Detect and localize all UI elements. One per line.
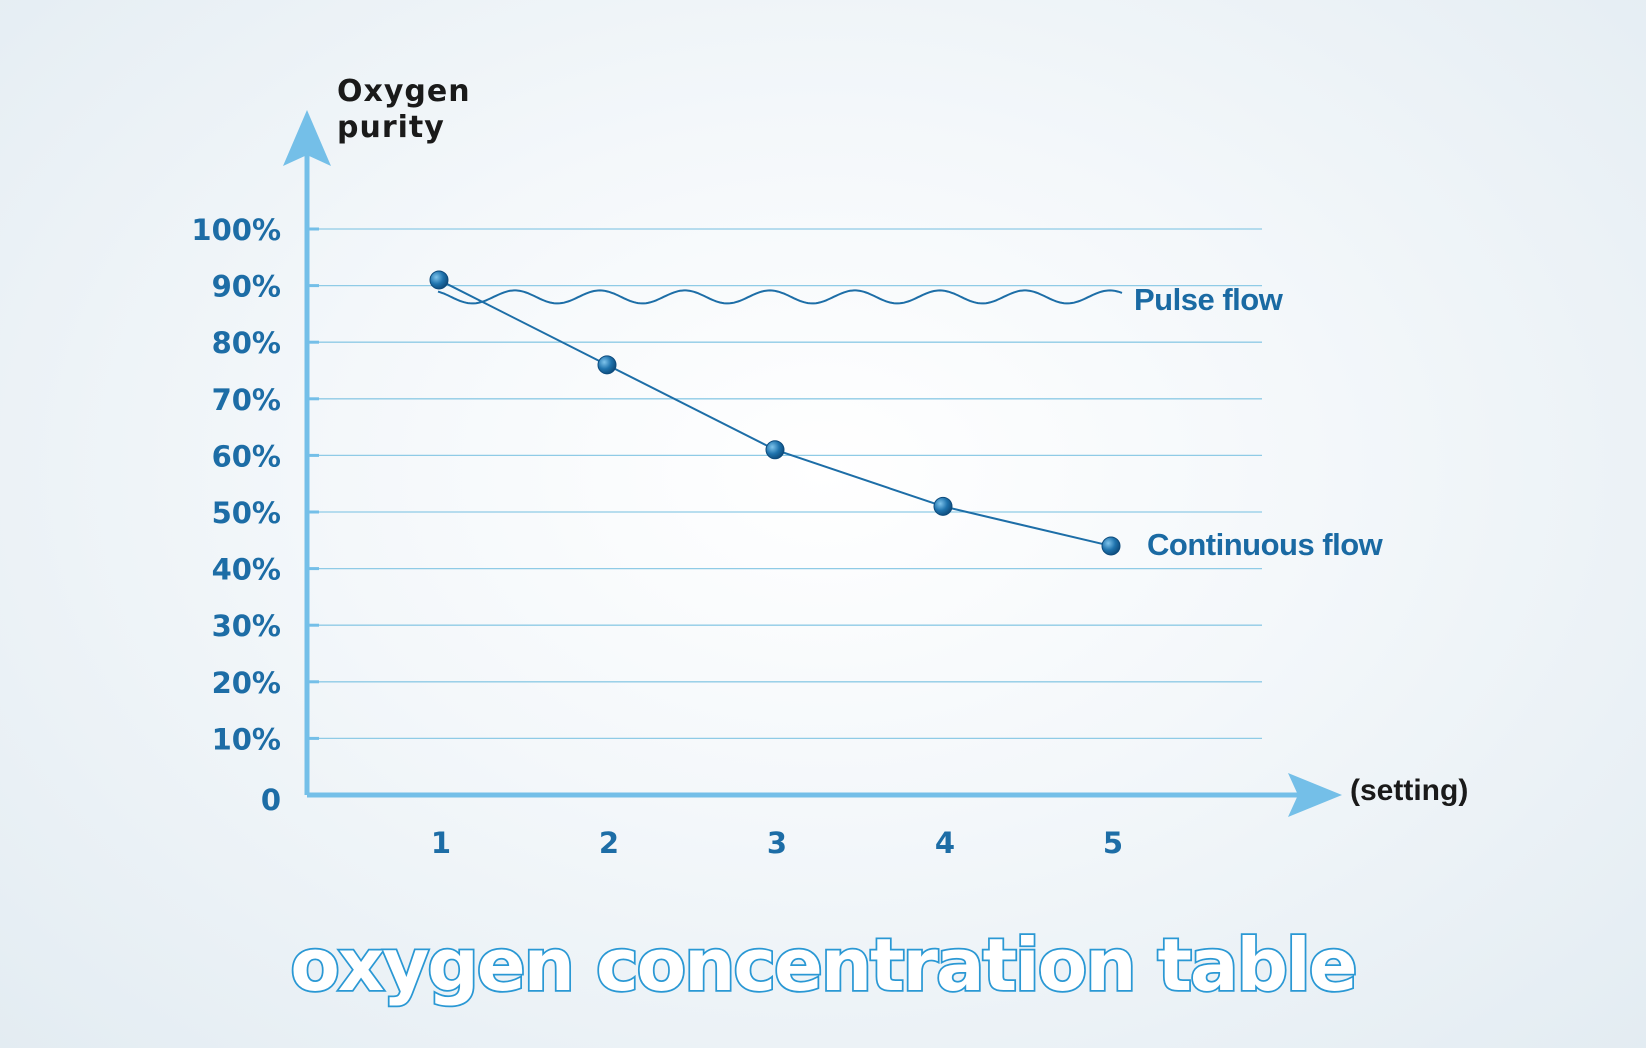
y-tick-label: 0 — [261, 783, 281, 817]
chart-title: oxygen concentration table — [290, 923, 1355, 1007]
y-axis — [283, 110, 331, 795]
x-tick-labels: 1 2 3 4 5 — [431, 826, 1123, 860]
continuous-flow-point — [597, 355, 617, 375]
continuous-flow-point — [933, 496, 953, 516]
x-axis-arrow — [1288, 773, 1342, 817]
y-tick-label: 50% — [212, 496, 281, 530]
x-tick-label: 5 — [1103, 826, 1123, 860]
y-tick-label: 100% — [191, 213, 281, 247]
y-tick-label: 10% — [212, 722, 281, 756]
y-axis-arrow — [283, 110, 331, 166]
continuous-flow-point — [429, 270, 449, 290]
x-axis — [307, 773, 1342, 817]
continuous-flow-markers — [429, 270, 1121, 556]
y-axis-label-line-2: purity — [337, 110, 445, 145]
continuous-flow-point — [765, 440, 785, 460]
y-tick-label: 40% — [212, 553, 281, 587]
series-continuous-flow: Continuous flow — [429, 270, 1384, 562]
y-tick-labels: 0 10% 20% 30% 40% 50% 60% 70% 80% 90% 100% — [191, 213, 281, 817]
x-tick-label: 2 — [599, 826, 619, 860]
x-tick-label: 3 — [767, 826, 787, 860]
series-pulse-flow: Pulse flow — [437, 282, 1284, 317]
y-tick-label: 90% — [212, 270, 281, 304]
y-tick-label: 30% — [212, 609, 281, 643]
y-tick-label: 20% — [212, 666, 281, 700]
grid-lines — [307, 227, 1262, 740]
continuous-flow-line — [438, 279, 1112, 547]
continuous-flow-point — [1101, 536, 1121, 556]
continuous-flow-label: Continuous flow — [1147, 527, 1384, 562]
pulse-flow-label: Pulse flow — [1134, 282, 1284, 317]
y-axis-label-line-1: Oxygen — [337, 74, 471, 109]
x-axis-label: (setting) — [1350, 774, 1468, 807]
pulse-flow-line — [437, 289, 1123, 305]
y-tick-label: 80% — [212, 326, 281, 360]
y-tick-label: 60% — [212, 439, 281, 473]
x-tick-label: 1 — [431, 826, 451, 860]
x-tick-label: 4 — [935, 826, 955, 860]
y-tick-label: 70% — [212, 383, 281, 417]
